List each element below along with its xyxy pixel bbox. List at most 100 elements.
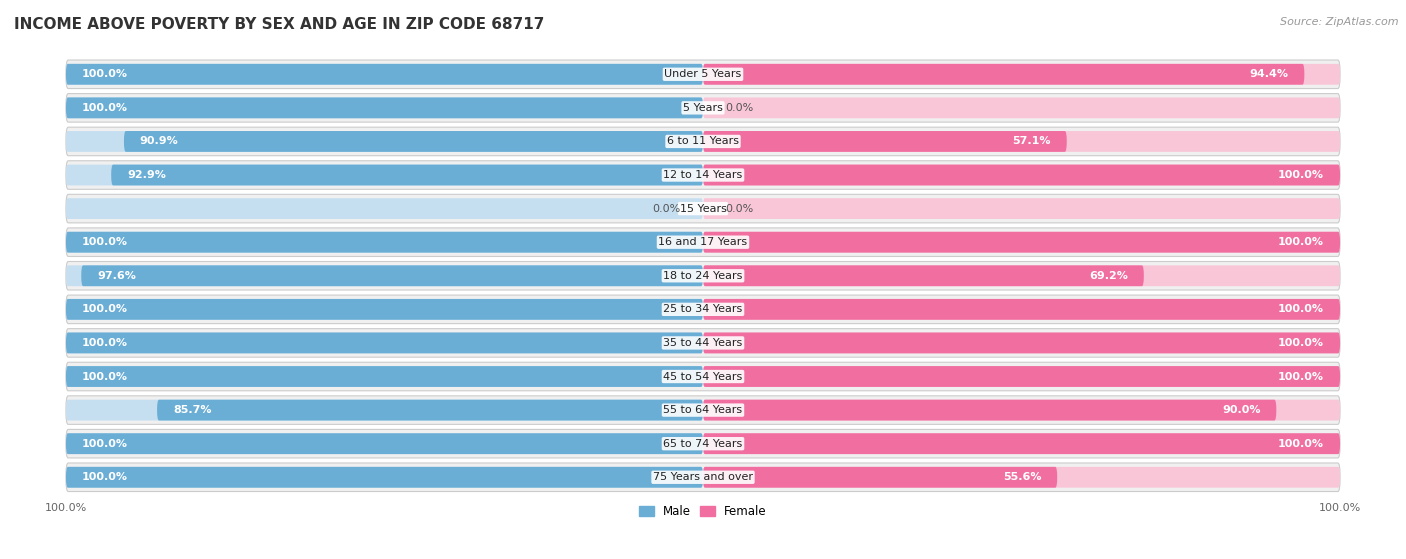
FancyBboxPatch shape <box>66 396 1340 424</box>
FancyBboxPatch shape <box>703 433 1340 454</box>
Text: 100.0%: 100.0% <box>82 338 128 348</box>
FancyBboxPatch shape <box>703 299 1340 320</box>
Text: 69.2%: 69.2% <box>1090 271 1128 281</box>
Text: 6 to 11 Years: 6 to 11 Years <box>666 136 740 146</box>
Text: 5 Years: 5 Years <box>683 103 723 113</box>
FancyBboxPatch shape <box>66 127 1340 156</box>
Text: 18 to 24 Years: 18 to 24 Years <box>664 271 742 281</box>
FancyBboxPatch shape <box>66 333 703 353</box>
FancyBboxPatch shape <box>66 97 703 119</box>
FancyBboxPatch shape <box>66 329 1340 357</box>
Text: 97.6%: 97.6% <box>97 271 136 281</box>
FancyBboxPatch shape <box>703 266 1144 286</box>
Text: 25 to 34 Years: 25 to 34 Years <box>664 304 742 314</box>
FancyBboxPatch shape <box>703 299 1340 320</box>
Text: 100.0%: 100.0% <box>82 237 128 247</box>
FancyBboxPatch shape <box>703 232 1340 253</box>
FancyBboxPatch shape <box>66 131 703 152</box>
FancyBboxPatch shape <box>703 64 1340 85</box>
FancyBboxPatch shape <box>703 131 1067 152</box>
FancyBboxPatch shape <box>66 232 703 253</box>
Text: 90.0%: 90.0% <box>1222 405 1260 415</box>
Text: 0.0%: 0.0% <box>652 203 681 214</box>
FancyBboxPatch shape <box>66 64 703 85</box>
Text: INCOME ABOVE POVERTY BY SEX AND AGE IN ZIP CODE 68717: INCOME ABOVE POVERTY BY SEX AND AGE IN Z… <box>14 17 544 32</box>
Text: 75 Years and over: 75 Years and over <box>652 472 754 482</box>
FancyBboxPatch shape <box>66 198 703 219</box>
Text: 100.0%: 100.0% <box>1278 372 1324 381</box>
Text: 100.0%: 100.0% <box>1278 170 1324 180</box>
FancyBboxPatch shape <box>66 232 703 253</box>
FancyBboxPatch shape <box>66 463 1340 491</box>
FancyBboxPatch shape <box>66 366 703 387</box>
Text: 57.1%: 57.1% <box>1012 136 1050 146</box>
Text: 100.0%: 100.0% <box>82 69 128 79</box>
Text: 100.0%: 100.0% <box>82 304 128 314</box>
FancyBboxPatch shape <box>66 295 1340 324</box>
FancyBboxPatch shape <box>703 198 1340 219</box>
FancyBboxPatch shape <box>66 429 1340 458</box>
FancyBboxPatch shape <box>703 232 1340 253</box>
Text: 55 to 64 Years: 55 to 64 Years <box>664 405 742 415</box>
Text: 0.0%: 0.0% <box>725 203 754 214</box>
FancyBboxPatch shape <box>703 433 1340 454</box>
FancyBboxPatch shape <box>703 366 1340 387</box>
Text: 92.9%: 92.9% <box>127 170 166 180</box>
Text: 0.0%: 0.0% <box>725 103 754 113</box>
FancyBboxPatch shape <box>703 400 1277 420</box>
FancyBboxPatch shape <box>66 60 1340 88</box>
FancyBboxPatch shape <box>703 467 1340 487</box>
FancyBboxPatch shape <box>66 97 703 119</box>
Text: Source: ZipAtlas.com: Source: ZipAtlas.com <box>1281 17 1399 27</box>
FancyBboxPatch shape <box>66 266 703 286</box>
FancyBboxPatch shape <box>703 164 1340 186</box>
FancyBboxPatch shape <box>703 333 1340 353</box>
Legend: Male, Female: Male, Female <box>634 500 772 523</box>
FancyBboxPatch shape <box>703 64 1305 85</box>
Text: 15 Years: 15 Years <box>679 203 727 214</box>
FancyBboxPatch shape <box>66 467 703 487</box>
FancyBboxPatch shape <box>703 366 1340 387</box>
Text: 100.0%: 100.0% <box>82 372 128 381</box>
FancyBboxPatch shape <box>111 164 703 186</box>
Text: 65 to 74 Years: 65 to 74 Years <box>664 439 742 449</box>
FancyBboxPatch shape <box>66 164 703 186</box>
FancyBboxPatch shape <box>66 161 1340 190</box>
Text: 12 to 14 Years: 12 to 14 Years <box>664 170 742 180</box>
Text: 100.0%: 100.0% <box>82 472 128 482</box>
FancyBboxPatch shape <box>703 97 1340 119</box>
FancyBboxPatch shape <box>66 228 1340 257</box>
Text: Under 5 Years: Under 5 Years <box>665 69 741 79</box>
FancyBboxPatch shape <box>66 433 703 454</box>
Text: 100.0%: 100.0% <box>1278 439 1324 449</box>
Text: 100.0%: 100.0% <box>1278 304 1324 314</box>
FancyBboxPatch shape <box>82 266 703 286</box>
FancyBboxPatch shape <box>703 266 1340 286</box>
FancyBboxPatch shape <box>703 164 1340 186</box>
Text: 85.7%: 85.7% <box>173 405 211 415</box>
FancyBboxPatch shape <box>124 131 703 152</box>
FancyBboxPatch shape <box>66 64 703 85</box>
Text: 90.9%: 90.9% <box>139 136 179 146</box>
Text: 16 and 17 Years: 16 and 17 Years <box>658 237 748 247</box>
FancyBboxPatch shape <box>66 262 1340 290</box>
Text: 100.0%: 100.0% <box>1278 237 1324 247</box>
Text: 55.6%: 55.6% <box>1002 472 1042 482</box>
FancyBboxPatch shape <box>703 131 1340 152</box>
FancyBboxPatch shape <box>66 93 1340 122</box>
FancyBboxPatch shape <box>66 433 703 454</box>
FancyBboxPatch shape <box>66 400 703 420</box>
Text: 100.0%: 100.0% <box>1278 338 1324 348</box>
FancyBboxPatch shape <box>703 333 1340 353</box>
FancyBboxPatch shape <box>703 467 1057 487</box>
Text: 35 to 44 Years: 35 to 44 Years <box>664 338 742 348</box>
Text: 100.0%: 100.0% <box>82 103 128 113</box>
FancyBboxPatch shape <box>703 400 1340 420</box>
FancyBboxPatch shape <box>66 362 1340 391</box>
Text: 94.4%: 94.4% <box>1250 69 1288 79</box>
Text: 45 to 54 Years: 45 to 54 Years <box>664 372 742 381</box>
FancyBboxPatch shape <box>66 333 703 353</box>
FancyBboxPatch shape <box>66 467 703 487</box>
FancyBboxPatch shape <box>66 366 703 387</box>
FancyBboxPatch shape <box>66 195 1340 223</box>
